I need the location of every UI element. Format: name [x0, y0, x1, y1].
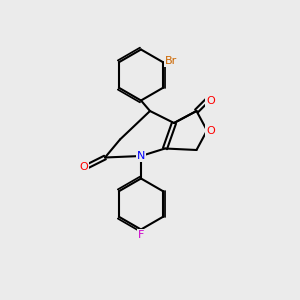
Text: N: N: [137, 151, 145, 161]
Text: O: O: [79, 161, 88, 172]
Text: O: O: [206, 95, 215, 106]
Text: Br: Br: [165, 56, 178, 66]
Text: O: O: [206, 125, 215, 136]
Text: F: F: [138, 230, 144, 240]
